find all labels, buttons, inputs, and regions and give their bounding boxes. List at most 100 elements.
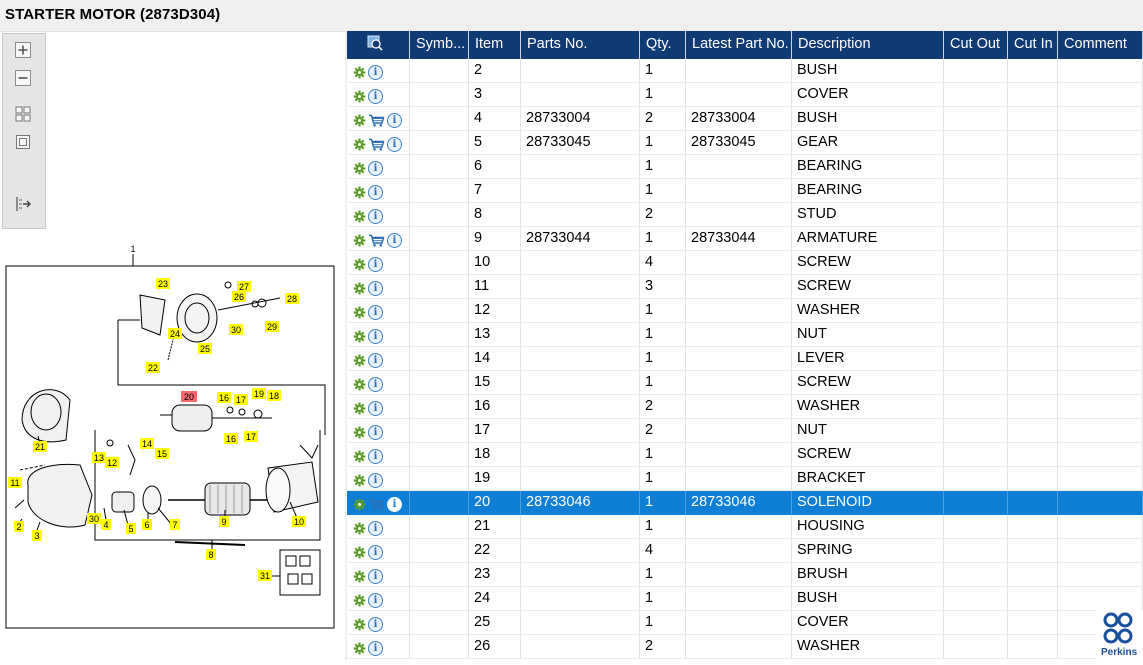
column-header-item[interactable]: Item (469, 31, 521, 59)
callout-6[interactable]: 6 (144, 520, 149, 530)
column-header-tools[interactable] (347, 31, 410, 59)
info-icon[interactable]: i (368, 305, 383, 320)
settings-gear-icon[interactable] (353, 522, 366, 535)
column-header-qty[interactable]: Qty. (640, 31, 686, 59)
callout-3[interactable]: 3 (34, 531, 39, 541)
callout-4[interactable]: 4 (103, 520, 108, 530)
info-icon[interactable]: i (368, 65, 383, 80)
info-icon[interactable]: i (368, 161, 383, 176)
table-row[interactable]: i 17 2 NUT (347, 419, 1143, 443)
settings-gear-icon[interactable] (353, 258, 366, 271)
info-icon[interactable]: i (368, 521, 383, 536)
table-row[interactable]: i 12 1 WASHER (347, 299, 1143, 323)
callout-1[interactable]: 1 (130, 244, 135, 254)
column-header-parts-no[interactable]: Parts No. (521, 31, 640, 59)
callout-9[interactable]: 9 (221, 517, 226, 527)
info-icon[interactable]: i (368, 281, 383, 296)
settings-gear-icon[interactable] (353, 138, 366, 151)
table-row[interactable]: i 24 1 BUSH (347, 587, 1143, 611)
callout-30a[interactable]: 30 (231, 325, 241, 335)
settings-gear-icon[interactable] (353, 330, 366, 343)
callout-16a[interactable]: 16 (219, 393, 229, 403)
shopping-cart-icon[interactable] (368, 234, 385, 247)
table-row[interactable]: i 10 4 SCREW (347, 251, 1143, 275)
callout-20-highlighted[interactable]: 20 (184, 392, 194, 402)
info-icon[interactable]: i (368, 185, 383, 200)
column-header-latest-part-no[interactable]: Latest Part No. (686, 31, 792, 59)
column-chooser-icon[interactable] (367, 35, 383, 51)
fit-page-icon[interactable] (13, 104, 33, 124)
table-row[interactable]: i 23 1 BRUSH (347, 563, 1143, 587)
info-icon[interactable]: i (368, 473, 383, 488)
callout-25[interactable]: 25 (200, 344, 210, 354)
info-icon[interactable]: i (387, 497, 402, 512)
callout-24[interactable]: 24 (170, 329, 180, 339)
settings-gear-icon[interactable] (353, 354, 366, 367)
settings-gear-icon[interactable] (353, 210, 366, 223)
settings-gear-icon[interactable] (353, 594, 366, 607)
settings-gear-icon[interactable] (353, 402, 366, 415)
settings-gear-icon[interactable] (353, 642, 366, 655)
table-row[interactable]: i 4 28733004 2 28733004 BUSH (347, 107, 1143, 131)
settings-gear-icon[interactable] (353, 186, 366, 199)
info-icon[interactable]: i (368, 329, 383, 344)
info-icon[interactable]: i (387, 113, 402, 128)
table-row[interactable]: i 6 1 BEARING (347, 155, 1143, 179)
table-row[interactable]: i 11 3 SCREW (347, 275, 1143, 299)
table-row[interactable]: i 18 1 SCREW (347, 443, 1143, 467)
table-row[interactable]: i 14 1 LEVER (347, 347, 1143, 371)
table-row[interactable]: i 2 1 BUSH (347, 59, 1143, 83)
settings-gear-icon[interactable] (353, 570, 366, 583)
zoom-in-icon[interactable] (13, 40, 33, 60)
column-header-cut-out[interactable]: Cut Out (944, 31, 1008, 59)
callout-31[interactable]: 31 (260, 571, 270, 581)
callout-13[interactable]: 13 (94, 453, 104, 463)
settings-gear-icon[interactable] (353, 450, 366, 463)
table-row[interactable]: i 20 28733046 1 28733046 SOLENOID (347, 491, 1143, 515)
table-row[interactable]: i 16 2 WASHER (347, 395, 1143, 419)
callout-17b[interactable]: 17 (246, 432, 256, 442)
callout-16b[interactable]: 16 (226, 434, 236, 444)
table-row[interactable]: i 5 28733045 1 28733045 GEAR (347, 131, 1143, 155)
table-row[interactable]: i 9 28733044 1 28733044 ARMATURE (347, 227, 1143, 251)
callout-18[interactable]: 18 (269, 391, 279, 401)
callout-26[interactable]: 26 (234, 292, 244, 302)
shopping-cart-icon[interactable] (368, 114, 385, 127)
settings-gear-icon[interactable] (353, 546, 366, 559)
settings-gear-icon[interactable] (353, 162, 366, 175)
table-row[interactable]: i 8 2 STUD (347, 203, 1143, 227)
callout-12[interactable]: 12 (107, 458, 117, 468)
callout-28[interactable]: 28 (287, 294, 297, 304)
table-row[interactable]: i 26 2 WASHER (347, 635, 1143, 659)
info-icon[interactable]: i (368, 641, 383, 656)
callout-11[interactable]: 11 (10, 478, 19, 488)
settings-gear-icon[interactable] (353, 474, 366, 487)
table-row[interactable]: i 15 1 SCREW (347, 371, 1143, 395)
callout-29[interactable]: 29 (267, 322, 277, 332)
column-header-comment[interactable]: Comment (1058, 31, 1143, 59)
shopping-cart-icon[interactable] (368, 138, 385, 151)
callout-17a[interactable]: 17 (236, 395, 246, 405)
column-header-cut-in[interactable]: Cut In (1008, 31, 1058, 59)
settings-gear-icon[interactable] (353, 618, 366, 631)
table-row[interactable]: i 7 1 BEARING (347, 179, 1143, 203)
callout-22[interactable]: 22 (148, 363, 158, 373)
settings-gear-icon[interactable] (353, 282, 366, 295)
callout-7[interactable]: 7 (172, 520, 177, 530)
table-row[interactable]: i 25 1 COVER (347, 611, 1143, 635)
info-icon[interactable]: i (368, 425, 383, 440)
callout-14[interactable]: 14 (142, 439, 152, 449)
settings-gear-icon[interactable] (353, 90, 366, 103)
actual-size-icon[interactable] (13, 132, 33, 152)
info-icon[interactable]: i (368, 89, 383, 104)
info-icon[interactable]: i (368, 617, 383, 632)
settings-gear-icon[interactable] (353, 234, 366, 247)
callout-5[interactable]: 5 (128, 524, 133, 534)
info-icon[interactable]: i (368, 569, 383, 584)
info-icon[interactable]: i (368, 257, 383, 272)
info-icon[interactable]: i (368, 401, 383, 416)
info-icon[interactable]: i (387, 233, 402, 248)
info-icon[interactable]: i (368, 449, 383, 464)
column-header-symbol[interactable]: Symb... (410, 31, 469, 59)
table-row[interactable]: i 22 4 SPRING (347, 539, 1143, 563)
